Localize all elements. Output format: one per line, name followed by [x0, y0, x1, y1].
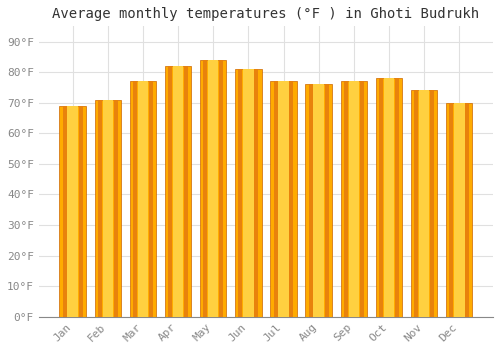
- Bar: [309, 84, 312, 317]
- Bar: [208, 60, 218, 317]
- Bar: [348, 81, 359, 317]
- Bar: [130, 81, 156, 317]
- Bar: [384, 78, 394, 317]
- Bar: [114, 100, 117, 317]
- Bar: [235, 69, 262, 317]
- Bar: [238, 69, 242, 317]
- Bar: [184, 66, 188, 317]
- Bar: [219, 60, 223, 317]
- Bar: [430, 91, 434, 317]
- Bar: [450, 103, 454, 317]
- Bar: [173, 66, 184, 317]
- Bar: [324, 84, 328, 317]
- Bar: [306, 84, 332, 317]
- Bar: [133, 81, 137, 317]
- Bar: [379, 78, 383, 317]
- Bar: [290, 81, 294, 317]
- Bar: [270, 81, 296, 317]
- Bar: [446, 103, 472, 317]
- Bar: [419, 91, 430, 317]
- Bar: [94, 100, 121, 317]
- Bar: [165, 66, 191, 317]
- Title: Average monthly temperatures (°F ) in Ghoti Budrukh: Average monthly temperatures (°F ) in Gh…: [52, 7, 480, 21]
- Bar: [360, 81, 364, 317]
- Bar: [68, 106, 78, 317]
- Bar: [395, 78, 399, 317]
- Bar: [98, 100, 102, 317]
- Bar: [278, 81, 289, 317]
- Bar: [138, 81, 148, 317]
- Bar: [254, 69, 258, 317]
- Bar: [204, 60, 208, 317]
- Bar: [62, 106, 66, 317]
- Bar: [168, 66, 172, 317]
- Bar: [454, 103, 464, 317]
- Bar: [60, 106, 86, 317]
- Bar: [200, 60, 226, 317]
- Bar: [340, 81, 367, 317]
- Bar: [314, 84, 324, 317]
- Bar: [243, 69, 254, 317]
- Bar: [376, 78, 402, 317]
- Bar: [465, 103, 469, 317]
- Bar: [344, 81, 348, 317]
- Bar: [149, 81, 153, 317]
- Bar: [78, 106, 82, 317]
- Bar: [102, 100, 113, 317]
- Bar: [274, 81, 278, 317]
- Bar: [411, 91, 438, 317]
- Bar: [414, 91, 418, 317]
